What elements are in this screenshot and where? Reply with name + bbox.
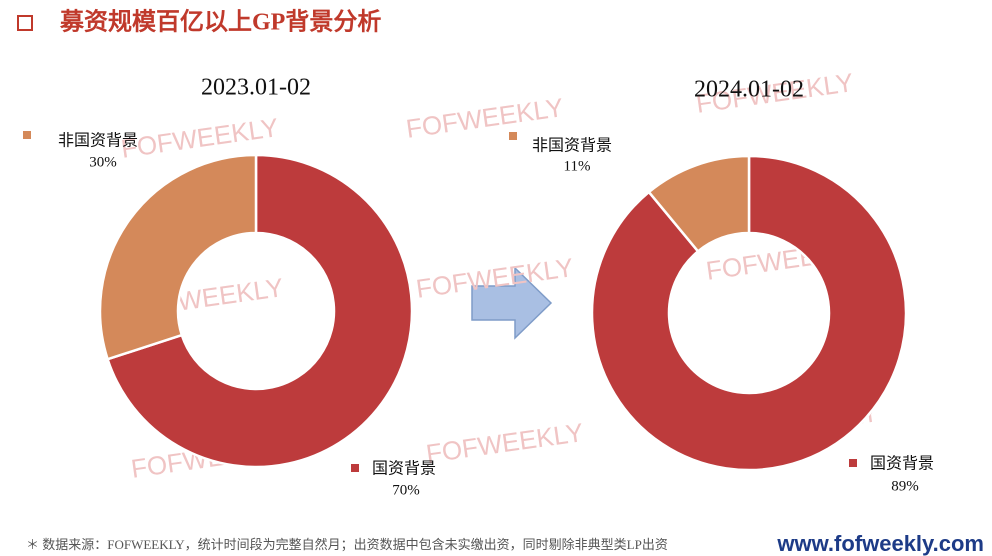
- page-title: 募资规模百亿以上GP背景分析: [59, 9, 381, 36]
- donut-slice: [590, 154, 908, 472]
- donut-slice: [98, 153, 258, 361]
- title-icon: [17, 15, 33, 31]
- watermark: FOFWEEKLY: [424, 417, 585, 469]
- value-label: 70%: [392, 482, 420, 498]
- value-label: 30%: [89, 154, 117, 170]
- chart-title: 2023.01-02: [201, 75, 311, 101]
- legend-marker: [23, 131, 31, 139]
- chart-title: 2024.01-02: [694, 77, 804, 103]
- donut-slice: [106, 153, 414, 469]
- website: www.fofweekly.com: [776, 531, 984, 556]
- category-label: 非国资背景: [58, 131, 138, 150]
- footnote: ＊ 数据来源：FOFWEEKLY，统计时间段为完整自然月；出资数据中包含未实缴出…: [26, 537, 668, 553]
- legend-marker: [351, 464, 359, 472]
- category-label: 国资背景: [870, 454, 934, 473]
- legend-marker: [509, 132, 517, 140]
- category-label: 非国资背景: [532, 136, 612, 155]
- donut-slice: [647, 154, 751, 254]
- value-label: 89%: [891, 478, 919, 494]
- arrow: [471, 266, 553, 340]
- value-label: 11%: [564, 158, 591, 174]
- charts: 2023.01-02 国资背景 70% 非国资背景 30% 2024.01-02 国资背景 8…: [23, 75, 934, 498]
- category-label: 国资背景: [372, 459, 436, 478]
- legend-marker: [849, 459, 857, 467]
